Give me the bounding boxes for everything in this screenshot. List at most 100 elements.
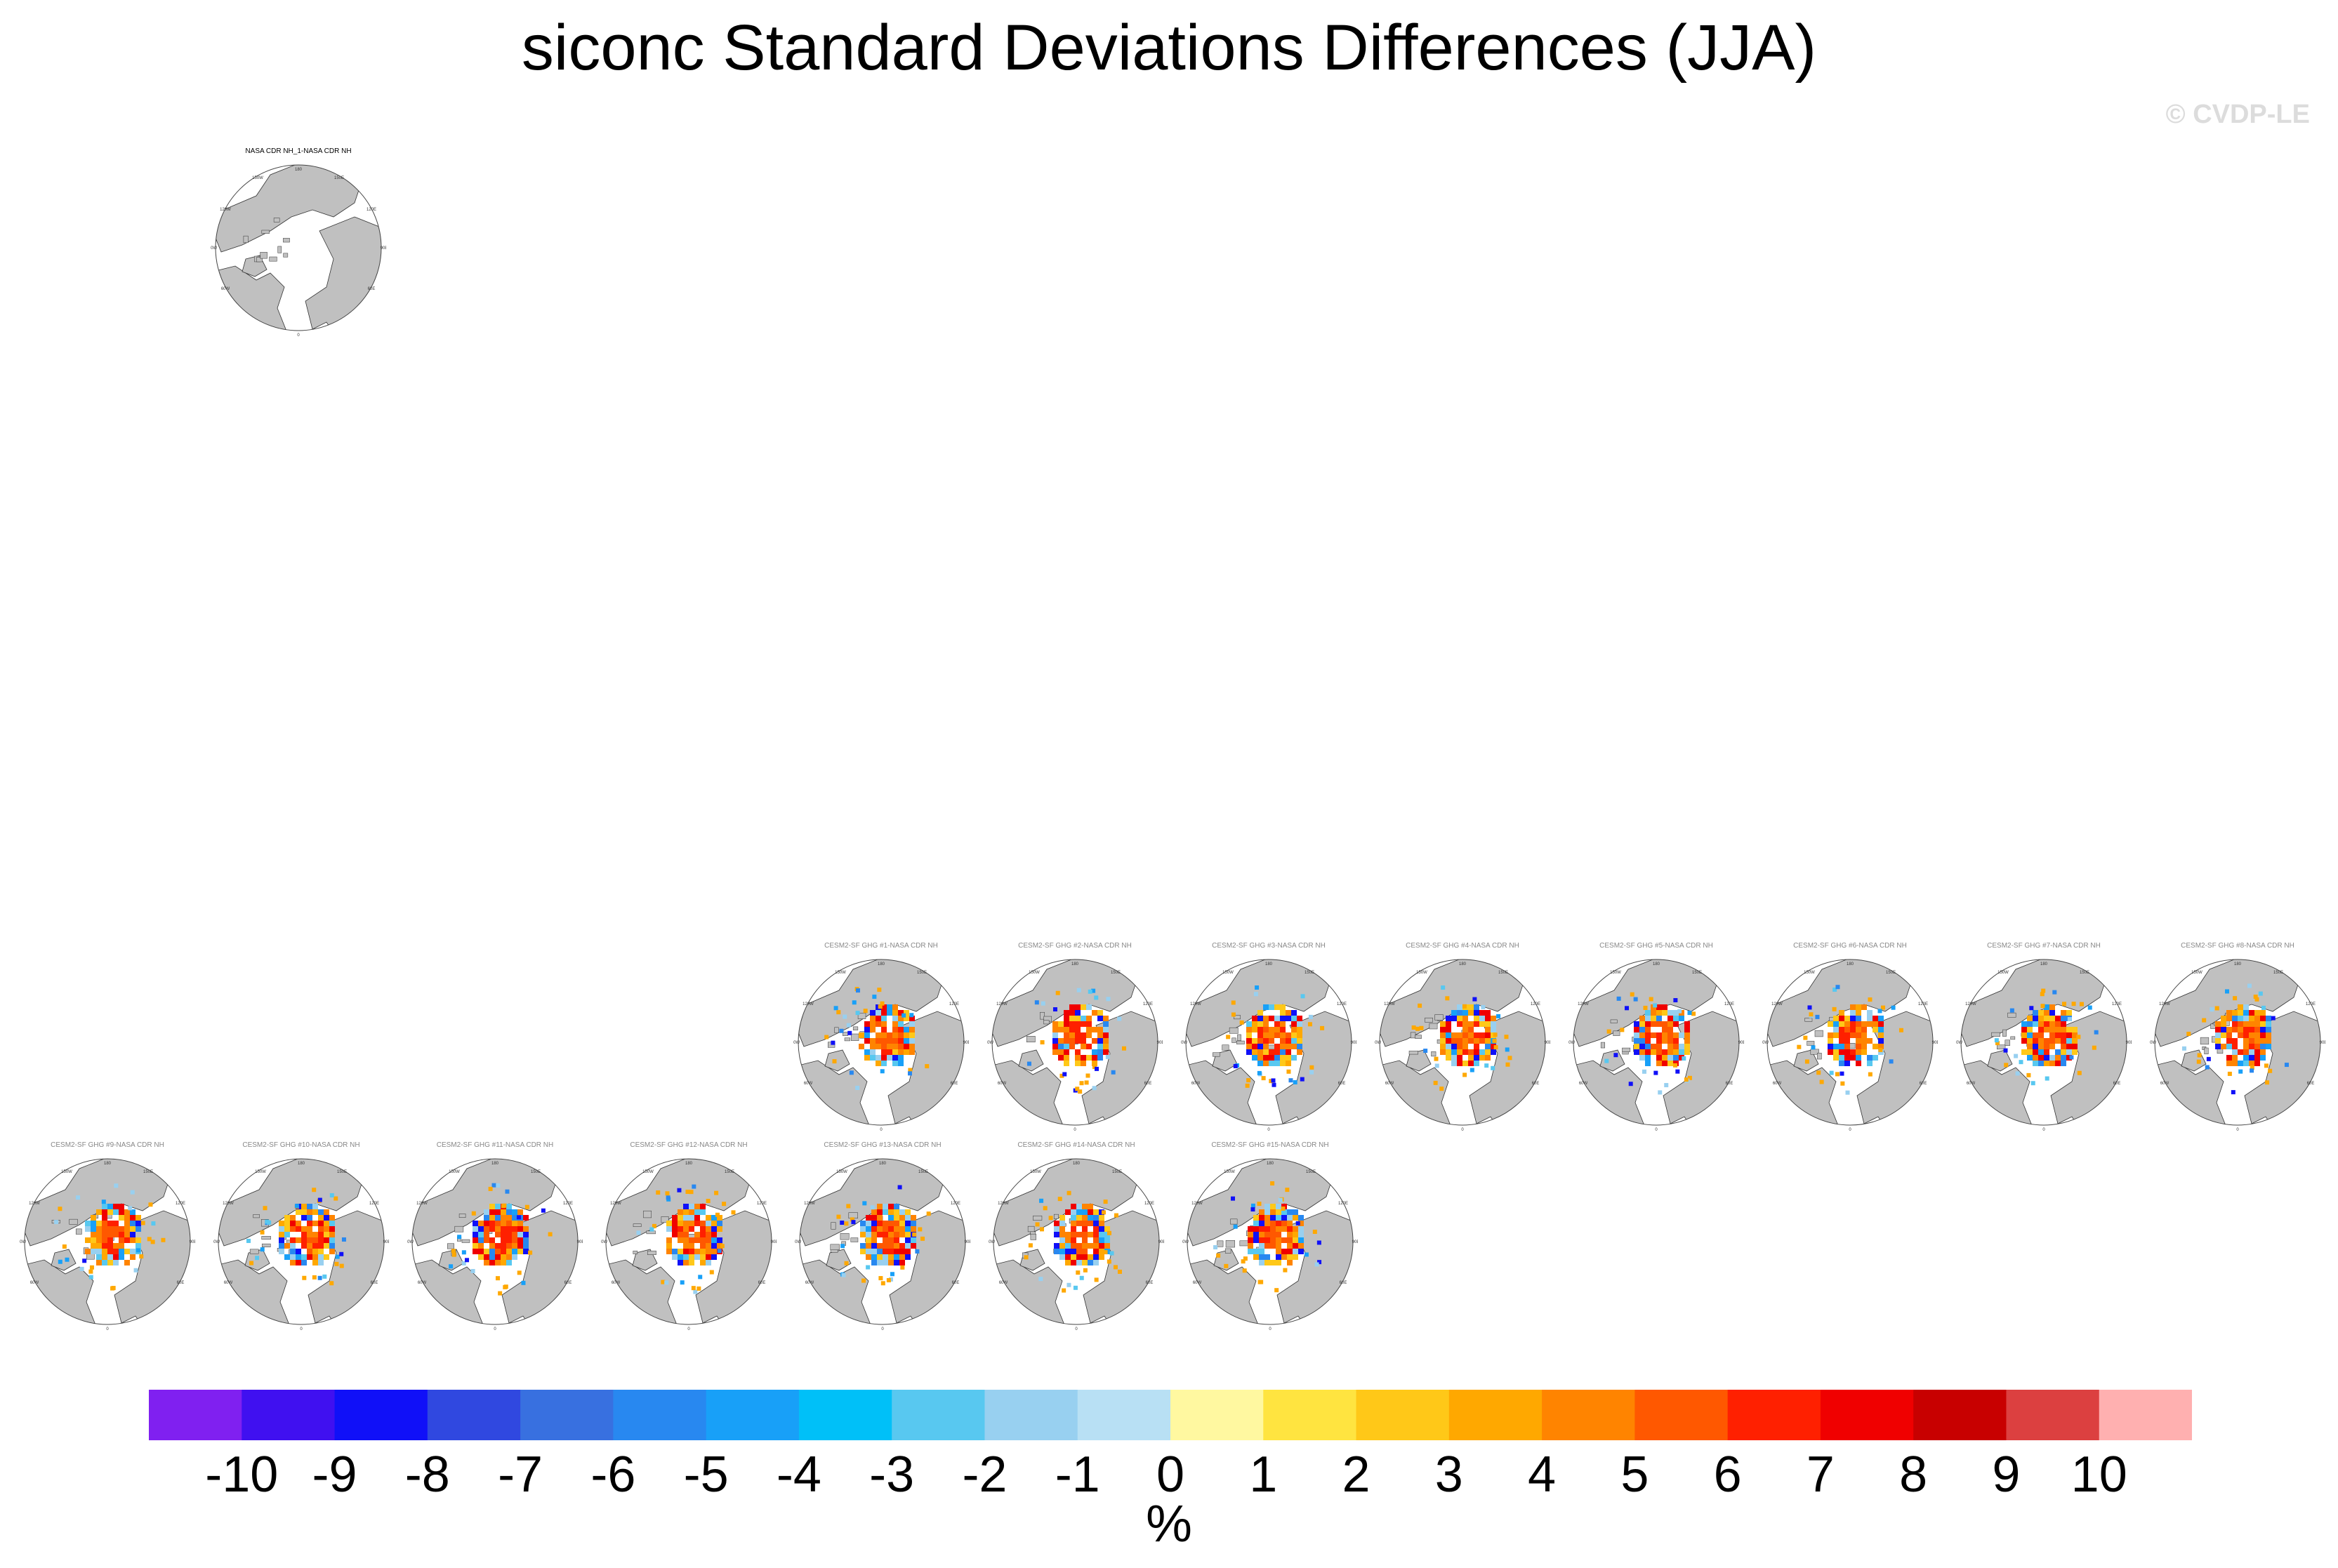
map-label: 120E: [951, 1202, 960, 1206]
map-label: 150W: [449, 1170, 460, 1174]
map-panel: CESM2-SF GHG #6-NASA CDR NH 180 150W 150E 12…: [1762, 942, 1938, 1131]
polar-map: 180 150W 150E 120W 120E 90W 90E 60W 60E 0: [989, 1158, 1164, 1331]
map-label: 60E: [1920, 1082, 1927, 1086]
map-label: 0: [1655, 1128, 1658, 1131]
colorbar-tick-label: 5: [1620, 1447, 1649, 1503]
map-label: 90E: [1157, 1041, 1163, 1045]
map-label: 150W: [1029, 971, 1040, 975]
map-label: 120E: [1337, 1002, 1347, 1006]
map-label: 60W: [804, 1082, 813, 1086]
map-label: 90E: [383, 1240, 389, 1244]
colorbar-tick-label: 3: [1434, 1447, 1463, 1503]
colorbar-tick-label: -10: [205, 1447, 279, 1503]
map-label: 120E: [757, 1202, 767, 1206]
map-label: 90E: [1351, 1041, 1356, 1045]
map-panel: CESM2-SF GHG #12-NASA CDR NH 180 150W 150E 1…: [601, 1141, 777, 1331]
map-panel: CESM2-SF GHG #14-NASA CDR NH 180 150W 150E 1…: [989, 1141, 1164, 1331]
polar-map: 180 150W 150E 120W 120E 90W 90E 60W 60E 0: [793, 959, 969, 1131]
map-label: 90E: [771, 1240, 777, 1244]
colorbar-tick-label: 2: [1342, 1447, 1371, 1503]
colorbar-tick-label: -4: [776, 1447, 821, 1503]
map-label: 90E: [190, 1240, 195, 1244]
colorbar-swatch: [242, 1390, 336, 1440]
map-label: 150W: [642, 1170, 654, 1174]
map-label: 90W: [2150, 1041, 2157, 1045]
map-label: 120E: [1531, 1002, 1540, 1006]
panel-title: CESM2-SF GHG #14-NASA CDR NH: [1017, 1141, 1135, 1149]
map-label: 90E: [963, 1041, 969, 1045]
colorbar-swatch: [706, 1390, 800, 1440]
colorbar-tick-label: -8: [404, 1447, 450, 1503]
map-label: 150W: [2191, 971, 2202, 975]
polar-map: 180 150W 150E 120W 120E 90W 90E 60W 60E 0: [601, 1158, 777, 1331]
map-label: 120E: [1338, 1202, 1348, 1206]
map-label: 60E: [371, 1281, 378, 1285]
map-label: 60W: [1773, 1082, 1782, 1086]
map-label: 90W: [407, 1240, 414, 1244]
colorbar-swatch: [1542, 1390, 1635, 1440]
map-label: 90E: [965, 1240, 970, 1244]
colorbar-tick-label: 10: [2070, 1447, 2127, 1503]
panel-title: NASA CDR NH_1-NASA CDR NH: [245, 147, 352, 155]
map-label: 90W: [987, 1041, 994, 1045]
map-label: 120E: [949, 1002, 959, 1006]
map-label: 150E: [918, 1170, 928, 1174]
map-label: 60E: [1532, 1082, 1540, 1086]
map-label: 60E: [564, 1281, 572, 1285]
map-label: 150E: [334, 176, 344, 180]
map-label: 60W: [1385, 1082, 1394, 1086]
map-label: 150E: [917, 971, 927, 975]
map-label: 90E: [1932, 1041, 1938, 1045]
map-label: 90W: [795, 1240, 802, 1244]
map-label: 60W: [1191, 1082, 1201, 1086]
map-label: 60E: [368, 287, 376, 291]
map-panel: CESM2-SF GHG #7-NASA CDR NH 180 150W 150E 12…: [1956, 942, 2132, 1131]
map-label: 90E: [1738, 1041, 1744, 1045]
map-label: 150E: [143, 1170, 153, 1174]
map-label: 150W: [1416, 971, 1427, 975]
colorbar-swatch: [2099, 1390, 2192, 1440]
map-label: 150E: [2273, 971, 2283, 975]
map-label: 150W: [1804, 971, 1815, 975]
map-label: 150W: [836, 1170, 847, 1174]
panel-title: CESM2-SF GHG #1-NASA CDR NH: [824, 942, 938, 950]
panel-title: CESM2-SF GHG #13-NASA CDR NH: [824, 1141, 942, 1149]
colorbar-swatch: [2006, 1390, 2100, 1440]
panel-title: CESM2-SF GHG #5-NASA CDR NH: [1599, 942, 1713, 950]
map-label: 90W: [1568, 1041, 1576, 1045]
map-label: 0: [687, 1327, 690, 1331]
map-label: 90E: [381, 246, 386, 251]
map-label: 120W: [610, 1202, 621, 1206]
colorbar-swatch: [1448, 1390, 1543, 1440]
map-label: 150W: [1030, 1170, 1041, 1174]
colorbar: [149, 1390, 2192, 1440]
map-panel: CESM2-SF GHG #15-NASA CDR NH 180 150W 150E 1…: [1182, 1141, 1358, 1331]
colorbar-tick-label: -5: [683, 1447, 729, 1503]
map-label: 180: [879, 1162, 887, 1166]
map-label: 180: [491, 1162, 499, 1166]
map-label: 150E: [337, 1170, 347, 1174]
map-label: 90W: [1182, 1240, 1189, 1244]
polar-map: 180 150W 150E 120W 120E 90W 90E 60W 60E 0: [1956, 959, 2132, 1131]
map-label: 60W: [418, 1281, 427, 1285]
map-label: 60E: [952, 1281, 960, 1285]
map-label: 180: [295, 168, 303, 172]
map-label: 150W: [1997, 971, 2009, 975]
map-label: 120W: [1965, 1002, 1976, 1006]
map-label: 0: [2042, 1128, 2045, 1131]
map-label: 0: [1075, 1327, 1078, 1331]
map-label: 90E: [1545, 1041, 1550, 1045]
map-label: 150E: [1498, 971, 1508, 975]
map-label: 180: [1653, 962, 1660, 966]
colorbar-swatch: [520, 1390, 614, 1440]
map-label: 180: [298, 1162, 305, 1166]
map-label: 90W: [1762, 1041, 1769, 1045]
map-panel: CESM2-SF GHG #10-NASA CDR NH 180 150W 150E 1…: [213, 1141, 389, 1331]
map-label: 60E: [1340, 1281, 1347, 1285]
chart-title: siconc Standard Deviations Differences (…: [521, 12, 1817, 84]
map-label: 120W: [2159, 1002, 2170, 1006]
map-label: 180: [2234, 962, 2242, 966]
map-label: 90W: [211, 246, 218, 251]
map-label: 150W: [1222, 971, 1234, 975]
map-label: 150W: [255, 1170, 266, 1174]
